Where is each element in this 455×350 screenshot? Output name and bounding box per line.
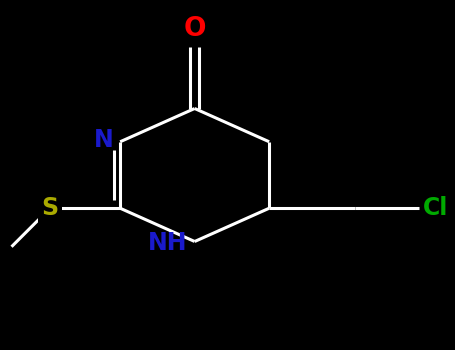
Text: O: O: [183, 16, 206, 42]
Text: S: S: [41, 196, 59, 220]
Text: Cl: Cl: [423, 196, 449, 220]
Text: NH: NH: [148, 231, 188, 255]
Text: N: N: [94, 128, 113, 152]
